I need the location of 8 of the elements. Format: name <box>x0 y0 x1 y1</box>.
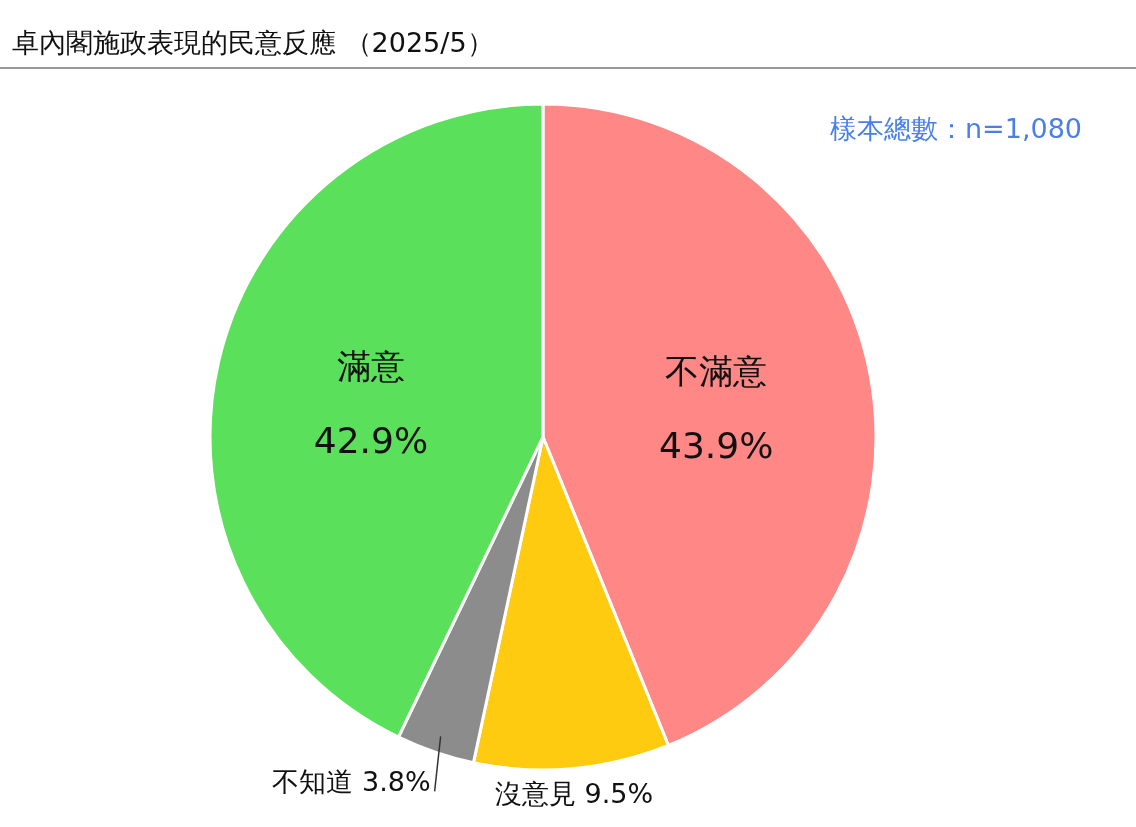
text: 樣本總數：n=1,080 <box>829 113 1082 144</box>
slice-label: 不滿意 <box>665 351 768 392</box>
chart-title: 卓內閣施政表現的民意反應 （2025/5） <box>12 27 494 58</box>
data-label: 43.9% <box>659 425 774 467</box>
slice-label: 滿意 <box>336 345 405 386</box>
data-label: 42.9% <box>313 419 429 461</box>
slice-label: 沒意見 9.5% <box>494 777 654 809</box>
slice-label: 不知道 3.8% <box>272 766 431 798</box>
